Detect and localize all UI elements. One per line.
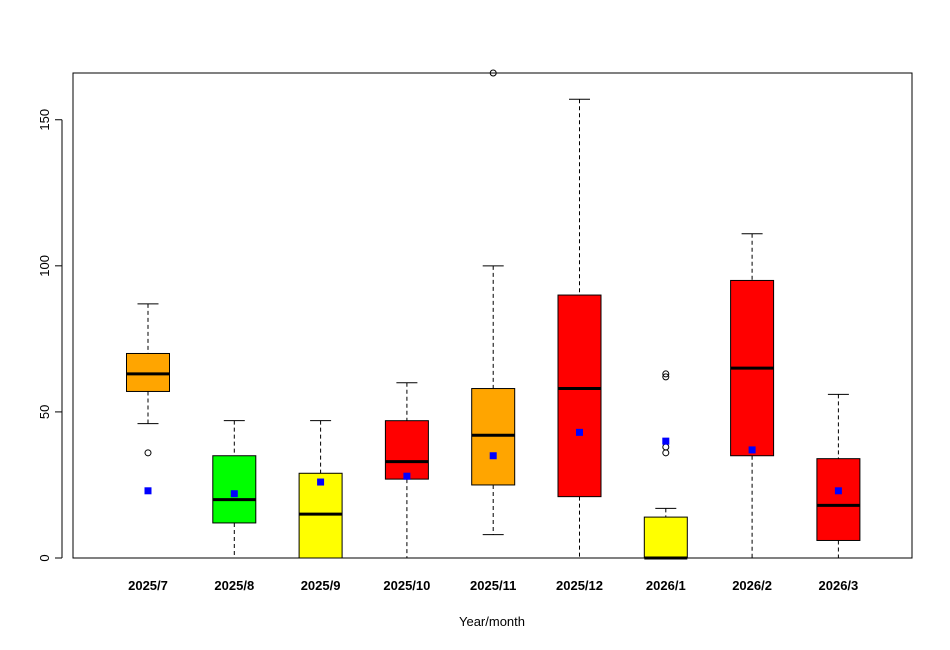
mean-marker	[489, 452, 497, 460]
y-tick-label: 50	[37, 405, 52, 419]
x-axis-title: Year/month	[459, 614, 525, 629]
mean-marker	[403, 472, 411, 480]
outlier-point	[662, 370, 670, 378]
box-2026/1	[643, 516, 688, 559]
x-category-label: 2025/11	[470, 578, 516, 593]
x-category-label: 2026/2	[732, 578, 772, 593]
box-2025/10	[384, 420, 429, 480]
y-tick-label: 150	[37, 109, 52, 131]
mean-marker	[576, 428, 583, 436]
outlier-point	[662, 449, 670, 457]
x-category-label: 2026/3	[819, 578, 859, 593]
x-category-label: 2025/9	[301, 578, 341, 593]
x-category-label: 2025/12	[556, 578, 603, 593]
mean-marker	[748, 446, 756, 454]
x-category-label: 2026/1	[646, 578, 686, 593]
plot-frame	[72, 72, 913, 559]
box-2026/3	[816, 458, 861, 541]
y-tick-label: 100	[37, 255, 52, 277]
x-category-label: 2025/8	[214, 578, 254, 593]
mean-marker	[662, 437, 670, 445]
mean-marker	[317, 478, 325, 486]
y-tick-label: 0	[37, 554, 52, 561]
outlier-point	[489, 69, 497, 77]
outlier-point	[662, 443, 670, 451]
mean-marker	[834, 487, 842, 495]
mean-marker	[144, 487, 152, 495]
box-series	[126, 69, 861, 560]
x-axis-labels: 2025/7 2025/8 2025/9 2025/10 2025/11 2025/12 2…	[128, 578, 858, 593]
outlier-point	[144, 449, 152, 457]
box-2025/12	[557, 294, 602, 498]
x-category-label: 2025/7	[128, 578, 168, 593]
box-2025/8	[212, 455, 257, 524]
mean-marker	[230, 490, 238, 498]
x-category-label: 2025/10	[383, 578, 430, 593]
y-axis: 0 50 100 150	[37, 109, 63, 562]
outlier-point	[662, 373, 670, 381]
